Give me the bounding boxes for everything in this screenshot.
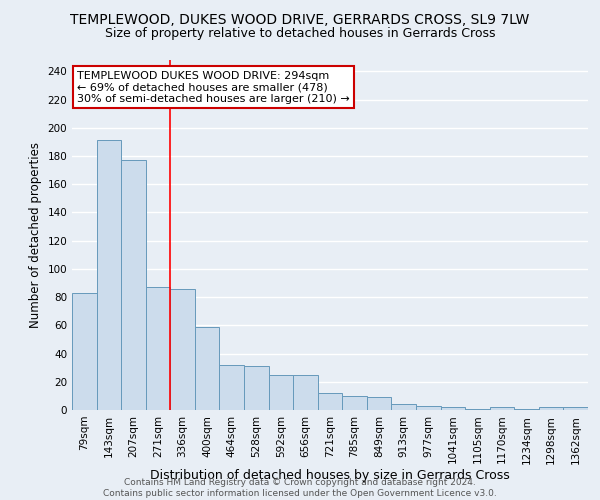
- Bar: [195, 326, 220, 410]
- Bar: [170, 288, 195, 410]
- Text: Size of property relative to detached houses in Gerrards Cross: Size of property relative to detached ho…: [105, 28, 495, 40]
- X-axis label: Distribution of detached houses by size in Gerrards Cross: Distribution of detached houses by size …: [150, 469, 510, 482]
- Bar: [465, 408, 490, 410]
- Text: Contains HM Land Registry data © Crown copyright and database right 2024.
Contai: Contains HM Land Registry data © Crown c…: [103, 478, 497, 498]
- Bar: [244, 366, 269, 410]
- Text: TEMPLEWOOD DUKES WOOD DRIVE: 294sqm
← 69% of detached houses are smaller (478)
3: TEMPLEWOOD DUKES WOOD DRIVE: 294sqm ← 69…: [77, 70, 350, 104]
- Text: TEMPLEWOOD, DUKES WOOD DRIVE, GERRARDS CROSS, SL9 7LW: TEMPLEWOOD, DUKES WOOD DRIVE, GERRARDS C…: [70, 12, 530, 26]
- Bar: [342, 396, 367, 410]
- Bar: [490, 407, 514, 410]
- Bar: [269, 374, 293, 410]
- Bar: [416, 406, 440, 410]
- Y-axis label: Number of detached properties: Number of detached properties: [29, 142, 42, 328]
- Bar: [121, 160, 146, 410]
- Bar: [539, 407, 563, 410]
- Bar: [563, 407, 588, 410]
- Bar: [440, 407, 465, 410]
- Bar: [391, 404, 416, 410]
- Bar: [367, 398, 391, 410]
- Bar: [97, 140, 121, 410]
- Bar: [146, 287, 170, 410]
- Bar: [514, 408, 539, 410]
- Bar: [293, 374, 318, 410]
- Bar: [72, 293, 97, 410]
- Bar: [220, 365, 244, 410]
- Bar: [318, 393, 342, 410]
